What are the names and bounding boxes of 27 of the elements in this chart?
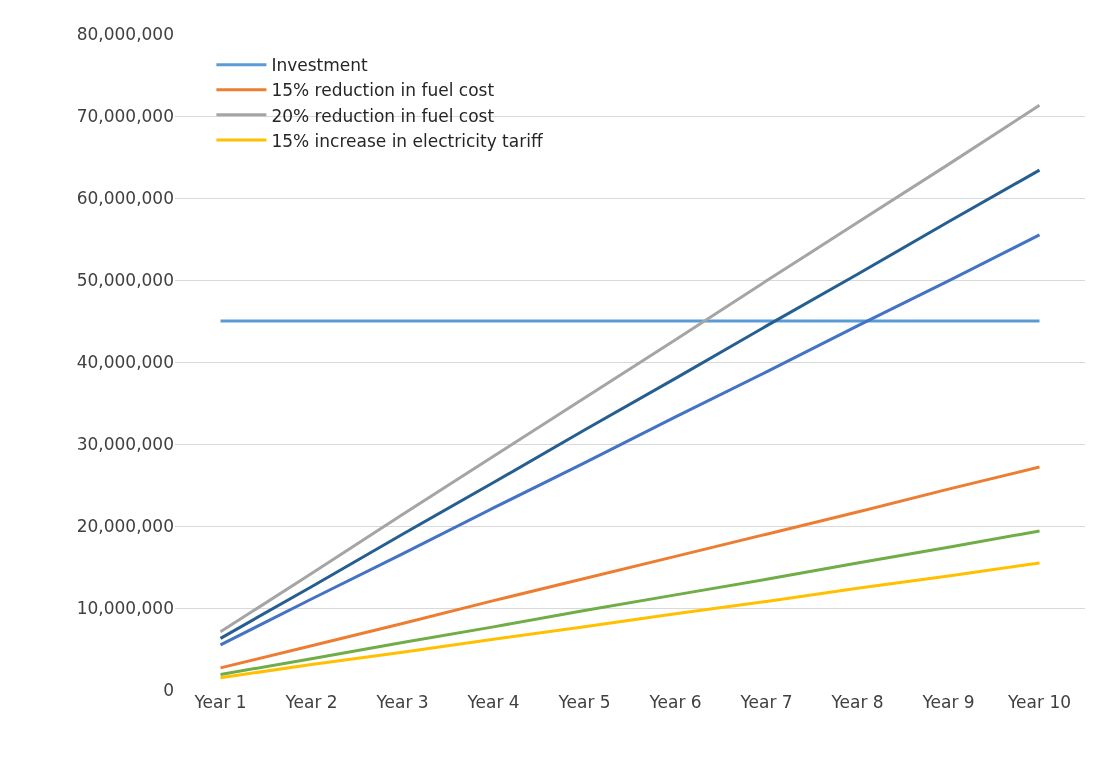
x-tick-label: Year 3 — [375, 692, 429, 712]
y-tick-label: 30,000,000 — [76, 433, 174, 454]
legend-label: 15% increase in electricity tariff — [271, 130, 544, 151]
x-tick-label: Year 6 — [648, 692, 702, 712]
legend-label: 15% reduction in fuel cost — [271, 80, 495, 101]
y-tick-label: 60,000,000 — [76, 187, 174, 208]
x-tick-label: Year 9 — [921, 692, 975, 712]
x-tick-label: Year 1 — [193, 692, 247, 712]
y-tick-label: 20,000,000 — [76, 515, 174, 536]
y-tick-label: 80,000,000 — [76, 23, 174, 44]
x-tick-label: Year 2 — [284, 692, 338, 712]
line-series — [219, 529, 1041, 676]
line-series — [219, 561, 1041, 680]
legend-label: Investment — [271, 55, 369, 76]
x-tick-label: Year 4 — [466, 692, 520, 712]
y-tick-label: 70,000,000 — [76, 105, 174, 126]
x-tick-label: Year 8 — [830, 692, 884, 712]
y-tick-label: 0 — [163, 679, 174, 700]
y-tick-label: 50,000,000 — [76, 269, 174, 290]
y-tick-label: 40,000,000 — [76, 351, 174, 372]
line-series — [219, 233, 1041, 647]
x-tick-label: Year 5 — [557, 692, 611, 712]
x-tick-label: Year 10 — [1006, 692, 1072, 712]
y-tick-label: 10,000,000 — [76, 597, 174, 618]
legend-label: 20% reduction in fuel cost — [271, 105, 495, 126]
x-tick-label: Year 7 — [739, 692, 793, 712]
line-series — [219, 465, 1041, 670]
